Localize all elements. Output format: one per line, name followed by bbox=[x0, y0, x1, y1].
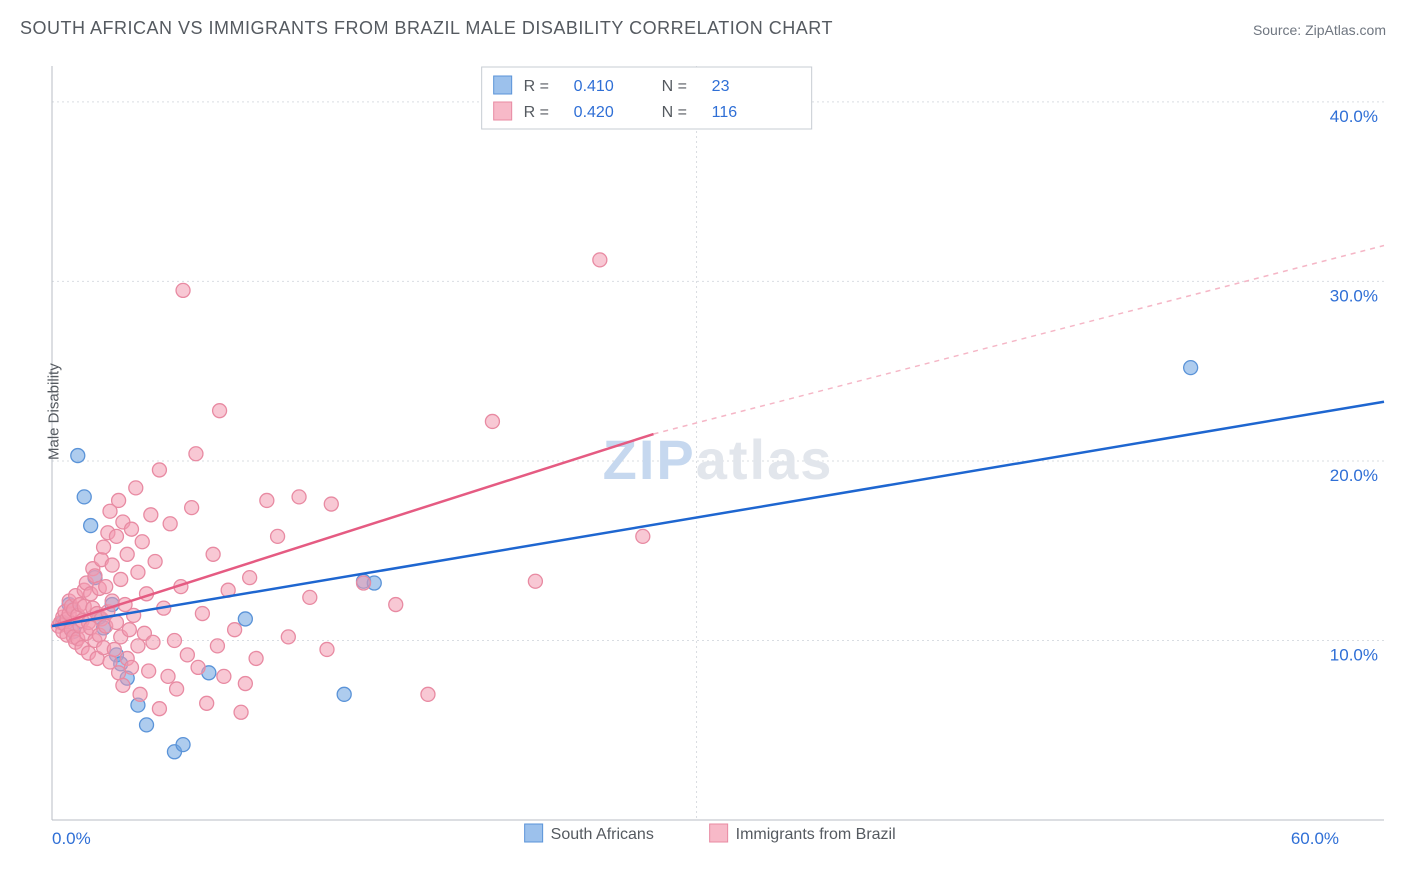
legend-swatch bbox=[525, 824, 543, 842]
y-tick-label: 40.0% bbox=[1330, 107, 1378, 126]
chart-title: SOUTH AFRICAN VS IMMIGRANTS FROM BRAZIL … bbox=[20, 18, 833, 39]
y-tick-label: 10.0% bbox=[1330, 645, 1378, 664]
data-point bbox=[107, 642, 121, 656]
data-point bbox=[114, 572, 128, 586]
legend-r-label: R = bbox=[524, 78, 549, 95]
data-point bbox=[176, 738, 190, 752]
data-point bbox=[109, 616, 123, 630]
data-point bbox=[109, 529, 123, 543]
trend-line bbox=[654, 246, 1384, 435]
data-point bbox=[292, 490, 306, 504]
data-point bbox=[105, 558, 119, 572]
data-point bbox=[161, 669, 175, 683]
data-point bbox=[116, 678, 130, 692]
legend-n-value: 23 bbox=[712, 78, 730, 95]
data-point bbox=[131, 639, 145, 653]
data-point bbox=[206, 547, 220, 561]
data-point bbox=[303, 590, 317, 604]
data-point bbox=[152, 702, 166, 716]
data-point bbox=[97, 540, 111, 554]
data-point bbox=[131, 565, 145, 579]
data-point bbox=[189, 447, 203, 461]
legend-series-label: Immigrants from Brazil bbox=[736, 826, 896, 843]
data-point bbox=[271, 529, 285, 543]
data-point bbox=[234, 705, 248, 719]
data-point bbox=[389, 598, 403, 612]
data-point bbox=[357, 576, 371, 590]
data-point bbox=[260, 493, 274, 507]
data-point bbox=[122, 623, 136, 637]
y-axis-label: Male Disability bbox=[46, 363, 63, 460]
data-point bbox=[238, 612, 252, 626]
data-point bbox=[148, 554, 162, 568]
data-point bbox=[210, 639, 224, 653]
legend-n-label: N = bbox=[662, 78, 687, 95]
data-point bbox=[485, 414, 499, 428]
data-point bbox=[88, 569, 102, 583]
data-point bbox=[71, 449, 85, 463]
data-point bbox=[421, 687, 435, 701]
x-tick-label: 60.0% bbox=[1291, 829, 1339, 848]
data-point bbox=[133, 687, 147, 701]
data-point bbox=[180, 648, 194, 662]
legend-r-value: 0.420 bbox=[574, 104, 614, 121]
data-point bbox=[152, 463, 166, 477]
data-point bbox=[281, 630, 295, 644]
data-point bbox=[144, 508, 158, 522]
legend-swatch bbox=[710, 824, 728, 842]
data-point bbox=[124, 522, 138, 536]
data-point bbox=[163, 517, 177, 531]
data-point bbox=[636, 529, 650, 543]
data-point bbox=[170, 682, 184, 696]
data-point bbox=[124, 660, 138, 674]
data-point bbox=[243, 571, 257, 585]
legend-swatch bbox=[494, 76, 512, 94]
chart-container: Male Disability ZIPatlas 10.0% 20.0% 30.0% 4… bbox=[44, 60, 1394, 860]
data-point bbox=[99, 580, 113, 594]
legend-r-label: R = bbox=[524, 104, 549, 121]
data-point bbox=[320, 642, 334, 656]
data-point bbox=[593, 253, 607, 267]
data-point bbox=[249, 651, 263, 665]
data-point bbox=[528, 574, 542, 588]
legend-r-value: 0.410 bbox=[574, 78, 614, 95]
x-tick-label: 0.0% bbox=[52, 829, 91, 848]
data-point bbox=[185, 501, 199, 515]
y-tick-label: 20.0% bbox=[1330, 466, 1378, 485]
data-point bbox=[112, 493, 126, 507]
data-point bbox=[200, 696, 214, 710]
data-point bbox=[112, 666, 126, 680]
data-point bbox=[324, 497, 338, 511]
data-point bbox=[238, 677, 252, 691]
data-point bbox=[140, 718, 154, 732]
legend-n-label: N = bbox=[662, 104, 687, 121]
data-point bbox=[146, 635, 160, 649]
data-point bbox=[213, 404, 227, 418]
data-point bbox=[129, 481, 143, 495]
data-point bbox=[337, 687, 351, 701]
data-point bbox=[217, 669, 231, 683]
scatter-chart: ZIPatlas 10.0% 20.0% 30.0% 40.0% 0.0% 60.0% R =… bbox=[44, 60, 1394, 860]
watermark: ZIPatlas bbox=[603, 428, 834, 491]
data-point bbox=[228, 623, 242, 637]
legend-series-label: South Africans bbox=[551, 826, 654, 843]
data-point bbox=[77, 490, 91, 504]
data-point bbox=[195, 607, 209, 621]
data-point bbox=[167, 633, 181, 647]
data-point bbox=[120, 547, 134, 561]
data-point bbox=[1184, 361, 1198, 375]
data-point bbox=[176, 283, 190, 297]
y-tick-label: 30.0% bbox=[1330, 286, 1378, 305]
data-point bbox=[142, 664, 156, 678]
data-point bbox=[191, 660, 205, 674]
legend-swatch bbox=[494, 102, 512, 120]
legend-n-value: 116 bbox=[712, 104, 738, 121]
chart-source: Source: ZipAtlas.com bbox=[1253, 22, 1386, 38]
data-point bbox=[135, 535, 149, 549]
data-point bbox=[84, 519, 98, 533]
trend-line bbox=[52, 434, 654, 626]
